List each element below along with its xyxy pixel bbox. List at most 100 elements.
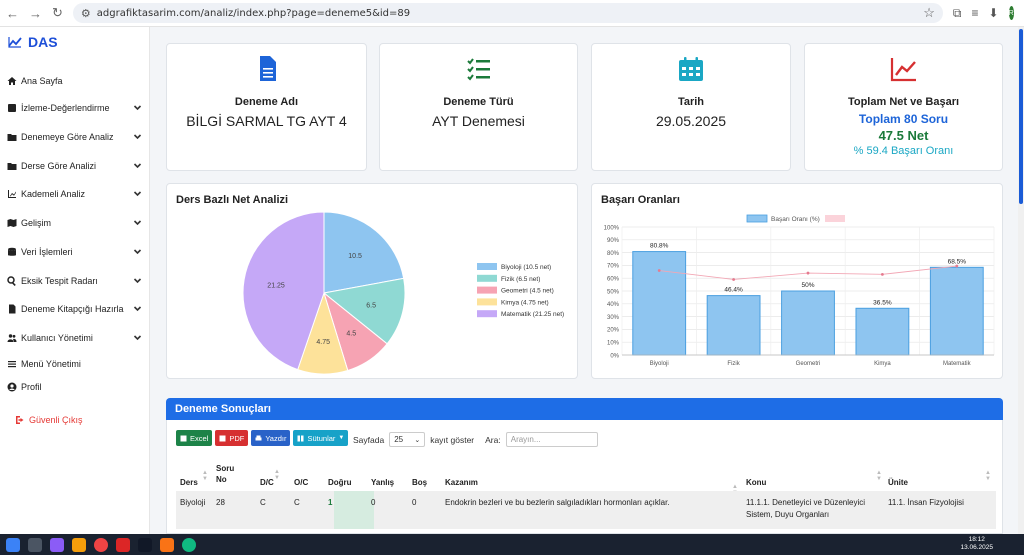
media-icon[interactable]: ≡	[971, 6, 979, 20]
cell-dogru: 1	[328, 498, 333, 507]
page-size-select[interactable]: 25 ⌄	[389, 432, 426, 447]
excel-button[interactable]: Excel	[176, 430, 213, 446]
extensions-icon[interactable]: ⧉	[952, 5, 962, 20]
legend-label[interactable]: Geometri (4.5 net)	[501, 288, 554, 295]
back-icon[interactable]: ←	[6, 5, 19, 21]
pie-slice-label: 6.5	[366, 302, 376, 309]
copilot-icon[interactable]	[50, 537, 64, 552]
system-clock[interactable]: 18:12 13.06.2025	[960, 536, 993, 552]
bars-icon	[6, 359, 17, 370]
sidebar: DAS Ana Sayfa İzleme-Değerlendirme Denem…	[0, 27, 150, 534]
cell-dc: C	[260, 498, 266, 507]
bar[interactable]	[781, 290, 835, 356]
cell-konu: 11.1.1. Denetleyici ve Düzenleyici Siste…	[746, 498, 866, 519]
sidebar-item-label: Menü Yönetimi	[21, 359, 81, 369]
chevron-down-icon[interactable]	[133, 161, 142, 170]
pie-slice[interactable]	[242, 211, 325, 371]
line-point[interactable]	[881, 272, 884, 276]
sort-icon[interactable]: ▲▼	[274, 469, 280, 481]
column-header-unite[interactable]: Ünite ▲ ▼	[888, 470, 991, 488]
column-header-konu[interactable]: Konu ▲ ▼	[746, 470, 882, 488]
column-header-dogru[interactable]: Doğru	[328, 477, 352, 488]
column-header-dc[interactable]: D/C	[260, 477, 274, 488]
sidebar-item-home[interactable]: Ana Sayfa	[6, 72, 144, 90]
file-explorer-icon[interactable]	[72, 537, 86, 552]
brand-logo[interactable]: DAS	[8, 34, 58, 50]
task-view-icon[interactable]	[28, 537, 42, 552]
address-bar[interactable]: ⚙ adgrafiktasarim.com/analiz/index.php?p…	[72, 3, 943, 23]
start-icon[interactable]	[6, 537, 20, 552]
sidebar-item-exam-analysis[interactable]: Denemeye Göre Analiz	[6, 128, 144, 146]
column-header-kazanim[interactable]: Kazanım▲▼	[445, 477, 738, 496]
bar[interactable]	[855, 307, 910, 356]
print-button[interactable]: Yazdır	[251, 430, 291, 446]
sidebar-item-data-operations[interactable]: Veri İşlemleri	[6, 243, 144, 261]
sidebar-item-user-management[interactable]: Kullanıcı Yönetimi	[6, 329, 144, 347]
url-text[interactable]: adgrafiktasarim.com/analiz/index.php?pag…	[96, 7, 411, 19]
bookmark-star-icon[interactable]: ☆	[923, 5, 935, 20]
search-input[interactable]: Arayın...	[505, 432, 598, 447]
sidebar-item-course-analysis[interactable]: Derse Göre Analizi	[6, 157, 144, 175]
column-header-soru-no[interactable]: Soru No ▲ ▼	[216, 463, 280, 485]
sidebar-item-menu-management[interactable]: Menü Yönetimi	[6, 355, 144, 373]
chevron-down-icon[interactable]	[133, 304, 142, 313]
cell-bos: 0	[412, 498, 417, 507]
sidebar-item-profile[interactable]: Profil	[6, 378, 144, 396]
column-header-bos[interactable]: Boş	[412, 477, 427, 488]
downloads-icon[interactable]: ⬇	[988, 6, 999, 20]
column-header-ders[interactable]: Ders ▲ ▼	[180, 470, 208, 488]
legend-label[interactable]: Kimya (4.75 net)	[501, 299, 549, 306]
chevron-down-icon[interactable]	[133, 218, 142, 227]
youtube-icon[interactable]	[116, 537, 130, 552]
bar[interactable]	[929, 266, 984, 356]
sidebar-item-progress[interactable]: Gelişim	[6, 214, 144, 232]
legend-label[interactable]: Biyoloji (10.5 net)	[501, 264, 551, 271]
sidebar-item-stepwise-analysis[interactable]: Kademeli Analiz	[6, 185, 144, 203]
chevron-down-icon[interactable]	[133, 276, 142, 285]
legend-label[interactable]: Matematik (21.25 net)	[501, 311, 564, 318]
chrome-icon[interactable]	[94, 537, 108, 552]
columns-button[interactable]: Sütunlar ▼	[293, 430, 349, 446]
results-panel: Excel PDF Yazdır Sütunlar ▼ Sayfada 25 ⌄…	[166, 420, 1003, 534]
scrollbar-thumb[interactable]	[1019, 29, 1023, 204]
logout-link[interactable]: Güvenli Çıkış	[14, 411, 152, 429]
site-info-icon[interactable]: ⚙	[80, 7, 91, 20]
legend-label[interactable]: Başarı Oranı (%)	[771, 216, 820, 223]
sidebar-item-booklet[interactable]: Deneme Kitapçığı Hazırla	[6, 300, 144, 318]
table-row[interactable]: Biyoloji 28 C C 1 0 0 Endokrin bezleri v…	[176, 491, 996, 529]
chevron-down-icon[interactable]	[133, 189, 142, 198]
chevron-down-icon[interactable]	[133, 247, 142, 256]
sort-icon[interactable]: ▲▼	[876, 470, 882, 482]
file-excel-icon	[180, 435, 187, 441]
legend-label[interactable]: Fizik (6.5 net)	[501, 276, 540, 283]
column-header-oc[interactable]: O/C	[294, 477, 308, 488]
sort-icon[interactable]: ▲▼	[202, 470, 208, 482]
sidebar-item-label: Denemeye Göre Analiz	[21, 132, 114, 142]
xampp-icon[interactable]	[160, 537, 174, 552]
excel-label: Excel	[190, 433, 209, 443]
sort-icon[interactable]: ▲▼	[985, 470, 991, 482]
reload-icon[interactable]: ↻	[52, 5, 63, 20]
page-scrollbar[interactable]	[1018, 27, 1024, 534]
chevron-down-icon[interactable]	[133, 132, 142, 141]
bar[interactable]	[632, 251, 687, 356]
pdf-button[interactable]: PDF	[215, 430, 249, 446]
sidebar-item-monitoring[interactable]: İzleme-Değerlendirme	[6, 99, 144, 117]
forward-icon[interactable]: →	[29, 5, 42, 21]
line-point[interactable]	[955, 264, 959, 268]
chevron-down-icon[interactable]	[133, 333, 142, 342]
sidebar-item-gap-radar[interactable]: Eksik Tespit Radarı	[6, 272, 144, 290]
bar[interactable]	[706, 295, 761, 356]
media-app-icon[interactable]	[138, 537, 152, 552]
x-tick-label: Kimya	[874, 361, 891, 367]
map-icon	[6, 218, 17, 229]
profile-avatar[interactable]: R	[1008, 6, 1014, 20]
chevron-down-icon[interactable]	[133, 103, 142, 112]
line-point[interactable]	[732, 278, 735, 281]
line-point[interactable]	[657, 269, 661, 272]
column-header-yanlis[interactable]: Yanlış	[371, 477, 394, 488]
chrome-active-icon[interactable]	[182, 537, 196, 552]
line-point[interactable]	[806, 271, 810, 275]
pie-slice[interactable]	[323, 211, 405, 294]
pie-slice[interactable]	[322, 277, 406, 345]
